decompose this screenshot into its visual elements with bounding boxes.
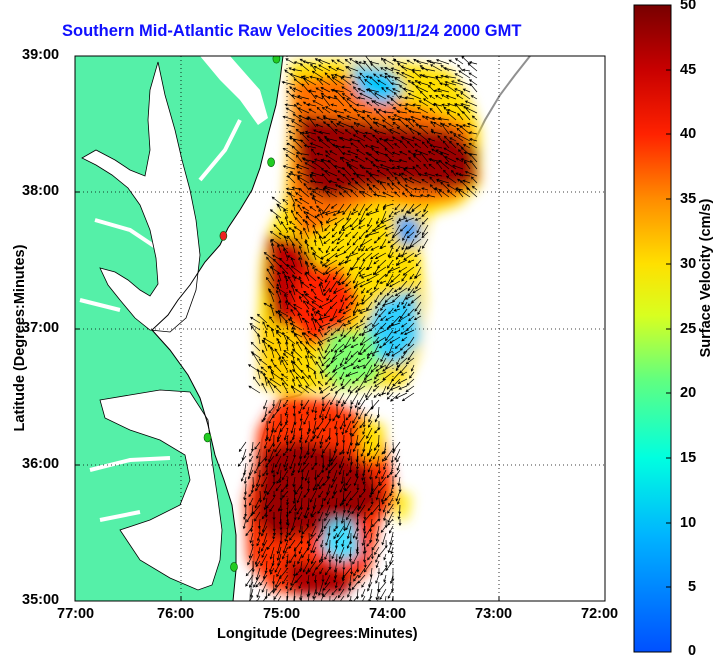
grid-lines: [75, 56, 605, 601]
x-tick-label: 72:00: [581, 606, 619, 622]
colorbar-tick-label: 15: [680, 450, 697, 466]
axis-ticks: [75, 191, 500, 601]
y-tick-label: 37:00: [22, 320, 60, 336]
colorbar-label: Surface Velocity (cm/s): [698, 198, 714, 358]
velocity-vectors: [237, 56, 478, 601]
map-title: Southern Mid-Atlantic Raw Velocities 200…: [62, 22, 522, 40]
pamlico-sound: [100, 390, 222, 590]
colorbar-tick-label: 45: [680, 62, 697, 78]
x-tick-label: 73:00: [475, 606, 513, 622]
coastline: [151, 56, 284, 601]
radar-station-marker: [272, 56, 281, 64]
radar-station-marker: [267, 157, 275, 168]
x-tick-label: 76:00: [157, 606, 195, 622]
velocity-arrow-set: [237, 56, 478, 601]
colorbar-tick-label: 50: [680, 0, 697, 13]
y-tick-label: 36:00: [22, 456, 60, 472]
x-tick-label: 77:00: [57, 606, 95, 622]
colorbar-tick-label: 10: [680, 515, 697, 531]
radar-station-marker: [219, 231, 228, 241]
y-axis-label: Latitude (Degrees:Minutes): [12, 244, 28, 432]
colorbar-tick-label: 25: [680, 321, 697, 337]
colorbar: [633, 4, 672, 653]
inlet-rivers: [79, 119, 242, 522]
radar-station-marker: [203, 432, 212, 443]
colorbar-tick-label: 35: [680, 191, 697, 207]
delaware-bay: [200, 56, 268, 125]
radar-station-marker: [230, 562, 238, 572]
x-tick-label: 75:00: [263, 606, 301, 622]
chesapeake-bay: [82, 62, 200, 332]
colorbar-tick-label: 20: [680, 385, 697, 401]
colorbar-tick-label: 0: [688, 643, 697, 659]
y-tick-label: 39:00: [22, 47, 60, 63]
x-tick-label: 74:00: [369, 606, 407, 622]
bay-shoreline: [81, 61, 223, 591]
colorbar-tick-label: 30: [680, 256, 697, 272]
x-axis-label: Longitude (Degrees:Minutes): [217, 626, 418, 642]
colorbar-tick-label: 40: [680, 126, 697, 142]
y-tick-label: 35:00: [22, 592, 60, 608]
colorbar-tick-label: 5: [688, 579, 697, 595]
radar-stations: [203, 56, 281, 572]
colorbar-ticks: [666, 4, 671, 588]
y-tick-label: 38:00: [22, 183, 60, 199]
